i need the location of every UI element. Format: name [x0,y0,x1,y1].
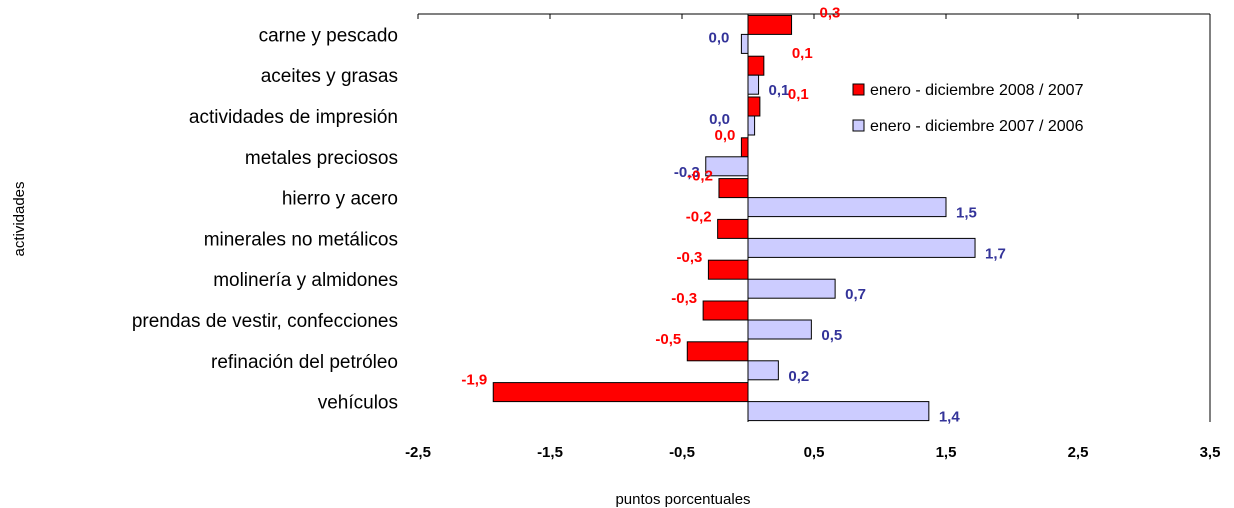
bar-2007-2006 [740,33,749,54]
bar-2007-2006 [747,115,756,136]
bar-2008-2007 [686,341,749,362]
data-labels-group: 0,30,00,10,10,10,00,0-0,3-0,21,5-0,21,7-… [461,4,1006,425]
legend-label: enero - diciembre 2007 / 2006 [870,118,1084,135]
bar-2007-2006 [747,319,812,340]
data-label-2007-2006: 0,1 [769,82,790,99]
data-label-2008-2007: -0,2 [687,168,713,185]
category-label: prendas de vestir, confecciones [132,311,398,332]
category-label: vehículos [318,393,398,414]
category-label: molinería y almidones [213,270,398,291]
x-axis-ticks-group: -2,5 -1,5 -0,5 0,5 1,5 2,5 3,5 [405,444,1220,461]
data-label-2007-2006: -0,3 [674,164,700,181]
data-label-2007-2006: 1,7 [985,245,1006,262]
bar-2007-2006 [747,197,947,218]
bar-2008-2007 [707,259,749,280]
x-tick-label: 0,5 [804,444,825,461]
bar-2008-2007 [492,382,749,403]
x-tick-label: 2,5 [1068,444,1089,461]
category-labels-group: carne y pescado aceites y grasas actividad… [132,25,398,413]
data-label-2007-2006: 1,4 [939,409,961,426]
x-tick-label: 3,5 [1200,444,1221,461]
data-label-2007-2006: 1,5 [956,205,977,222]
legend-swatch [852,119,865,132]
legend-label: enero - diciembre 2008 / 2007 [870,82,1084,99]
bar-2007-2006 [747,278,836,299]
bar-2008-2007 [747,55,765,76]
data-label-2008-2007: -1,9 [461,372,487,389]
data-label-2008-2007: 0,1 [792,45,813,62]
x-tick-label: 1,5 [936,444,957,461]
x-tick-label: -0,5 [669,444,695,461]
category-label: refinación del petróleo [211,352,398,373]
bar-2008-2007 [702,300,749,321]
data-label-2008-2007: 0,0 [715,127,736,144]
data-label-2008-2007: 0,1 [788,86,809,103]
bar-2008-2007 [747,14,793,35]
category-label: actividades de impresión [189,107,398,128]
x-tick-label: -2,5 [405,444,431,461]
bars-group [492,14,976,422]
data-label-2008-2007: -0,2 [686,208,712,225]
category-label: minerales no metálicos [204,229,398,250]
data-label-2008-2007: 0,3 [820,4,841,21]
bar-2007-2006 [747,237,976,258]
category-label: carne y pescado [259,25,398,46]
y-axis-title: actividades [11,181,28,256]
data-label-2007-2006: 0,0 [709,29,730,46]
data-label-2007-2006: 0,2 [788,368,809,385]
data-label-2008-2007: -0,3 [677,249,703,266]
data-label-2007-2006: 0,7 [845,286,866,303]
bar-2008-2007 [717,218,749,239]
data-label-2008-2007: -0,5 [655,331,681,348]
bar-2008-2007 [747,96,761,117]
bar-2008-2007 [740,137,749,158]
data-label-2007-2006: 0,0 [709,111,730,128]
data-label-2008-2007: -0,3 [671,290,697,307]
x-tick-label: -1,5 [537,444,563,461]
bar-2007-2006 [747,74,760,95]
bar-2008-2007 [718,178,749,199]
legend: enero - diciembre 2008 / 2007 enero - dic… [852,82,1084,135]
legend-swatch [852,83,865,96]
data-label-2007-2006: 0,5 [821,327,842,344]
bar-2007-2006 [747,360,779,381]
x-axis-title: puntos porcentuales [615,491,750,508]
category-label: hierro y acero [282,189,398,210]
plot-area [417,13,1211,422]
bar-2007-2006 [747,401,930,422]
category-label: metales preciosos [245,148,398,169]
category-label: aceites y grasas [261,66,398,87]
